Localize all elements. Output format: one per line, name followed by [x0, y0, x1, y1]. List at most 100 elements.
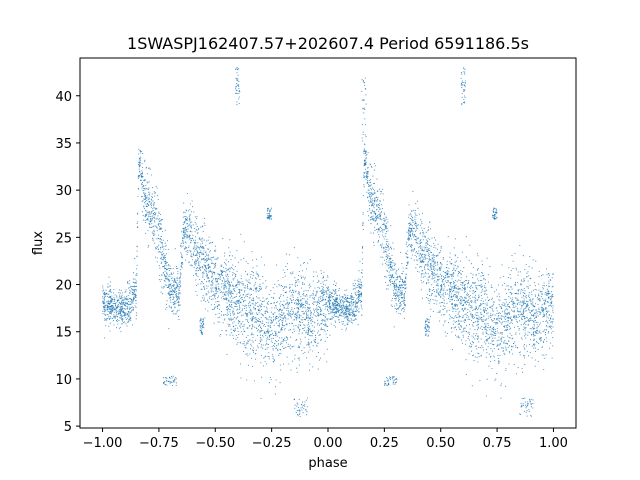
data-point: [411, 234, 413, 236]
data-point: [197, 258, 200, 260]
data-point: [151, 215, 153, 217]
data-point: [478, 319, 480, 321]
data-point: [311, 335, 313, 337]
data-point: [457, 265, 459, 267]
data-point: [502, 349, 504, 351]
data-point: [198, 227, 200, 230]
data-point: [419, 261, 421, 263]
data-point: [289, 284, 291, 286]
data-point: [416, 250, 418, 253]
data-point: [218, 286, 220, 288]
data-point: [166, 300, 168, 302]
data-point: [366, 177, 368, 179]
data-point: [154, 192, 156, 194]
data-point: [355, 295, 357, 297]
data-point: [142, 200, 144, 202]
data-point: [471, 300, 473, 302]
data-point: [337, 316, 339, 318]
data-point: [145, 167, 148, 169]
data-point: [279, 382, 281, 384]
data-point: [189, 203, 191, 205]
data-point: [312, 290, 315, 292]
data-point: [551, 286, 553, 288]
data-point: [411, 232, 414, 234]
data-point: [383, 236, 385, 238]
data-point: [456, 329, 458, 331]
data-point: [298, 347, 300, 349]
data-point: [367, 166, 369, 168]
data-point: [413, 227, 415, 230]
data-point: [379, 226, 381, 228]
data-point: [251, 300, 253, 302]
data-point: [200, 226, 202, 228]
data-point: [157, 198, 159, 201]
data-point: [194, 243, 196, 245]
data-point: [179, 245, 181, 247]
data-point: [510, 318, 512, 321]
data-point: [157, 215, 159, 217]
data-point: [136, 223, 138, 225]
data-point: [313, 276, 315, 278]
data-point: [184, 232, 186, 234]
data-point: [252, 324, 254, 326]
data-point: [247, 355, 249, 357]
data-point: [251, 312, 253, 314]
data-point: [225, 271, 227, 273]
data-point: [156, 246, 158, 248]
data-point: [511, 309, 513, 311]
data-point: [222, 285, 224, 287]
data-point: [480, 305, 482, 307]
data-point: [456, 295, 459, 297]
data-point: [129, 292, 131, 294]
data-point: [277, 339, 279, 341]
data-point: [204, 317, 206, 319]
data-point: [102, 287, 104, 289]
data-point: [489, 329, 491, 331]
data-point: [515, 319, 517, 321]
data-point: [484, 328, 486, 330]
data-point: [150, 220, 152, 222]
data-point: [515, 373, 517, 375]
data-point: [468, 333, 471, 335]
data-point: [453, 317, 455, 320]
data-point: [457, 256, 459, 259]
data-point: [103, 309, 105, 311]
data-point: [357, 298, 359, 300]
data-point: [494, 359, 496, 361]
data-point: [113, 317, 115, 319]
data-point: [249, 301, 251, 303]
data-point: [268, 319, 270, 321]
data-point: [189, 261, 191, 263]
data-point: [433, 256, 435, 258]
data-point: [534, 282, 536, 284]
data-point: [454, 321, 456, 323]
data-point: [230, 301, 233, 303]
data-point: [194, 247, 196, 249]
data-point: [114, 308, 116, 311]
data-point: [161, 227, 163, 229]
data-point: [448, 314, 450, 316]
data-point: [421, 241, 423, 243]
data-point: [210, 257, 212, 259]
data-point: [429, 265, 431, 267]
data-point: [316, 308, 318, 310]
data-point: [203, 272, 205, 274]
data-point: [372, 215, 374, 217]
data-point: [471, 335, 473, 337]
data-point: [398, 281, 400, 283]
data-point: [254, 308, 256, 310]
data-point: [153, 204, 155, 206]
data-point: [268, 322, 270, 324]
data-point: [244, 287, 246, 289]
data-point: [396, 279, 398, 281]
data-point: [256, 288, 258, 290]
data-point: [544, 357, 546, 359]
data-point: [335, 290, 337, 292]
data-point: [405, 252, 407, 254]
data-point: [506, 317, 508, 319]
data-point: [439, 310, 441, 312]
data-point: [135, 306, 137, 308]
data-point: [476, 285, 478, 287]
data-point: [453, 308, 455, 310]
data-point: [337, 301, 339, 303]
